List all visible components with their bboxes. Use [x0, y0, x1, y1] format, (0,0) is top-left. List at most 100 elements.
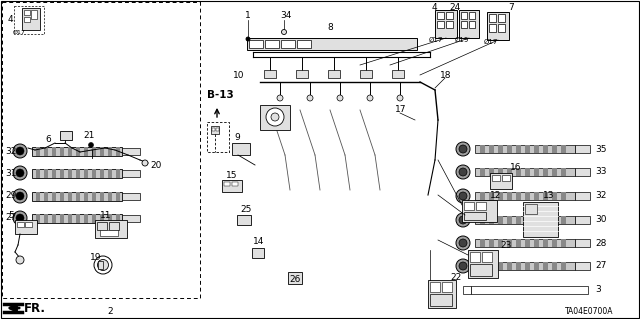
Bar: [480, 168, 485, 176]
Text: B-13: B-13: [207, 90, 234, 100]
Bar: [116, 147, 120, 156]
Bar: [498, 192, 503, 200]
Bar: [543, 216, 548, 224]
Text: 11: 11: [100, 211, 111, 219]
Text: 25: 25: [240, 205, 252, 214]
Text: 6: 6: [45, 135, 51, 144]
Circle shape: [13, 211, 27, 225]
Bar: [24, 10, 30, 15]
Text: 9: 9: [234, 133, 240, 143]
Bar: [116, 192, 120, 201]
Text: 30: 30: [595, 216, 607, 225]
Bar: [44, 169, 48, 178]
Bar: [60, 169, 64, 178]
Bar: [507, 216, 512, 224]
Bar: [92, 192, 96, 201]
Circle shape: [142, 160, 148, 166]
Text: 7: 7: [508, 3, 514, 11]
Bar: [60, 131, 72, 140]
Bar: [476, 202, 486, 210]
Bar: [475, 216, 575, 224]
Bar: [480, 145, 485, 153]
Bar: [561, 216, 566, 224]
Bar: [32, 192, 122, 201]
Bar: [68, 147, 72, 156]
Bar: [68, 192, 72, 201]
Bar: [464, 212, 486, 220]
Bar: [507, 192, 512, 200]
Circle shape: [459, 216, 467, 224]
Bar: [543, 192, 548, 200]
Bar: [575, 168, 590, 176]
Text: Ø17: Ø17: [484, 39, 498, 45]
Text: 16: 16: [510, 164, 522, 173]
Bar: [122, 215, 140, 222]
Text: TA04E0700A: TA04E0700A: [565, 308, 614, 316]
Bar: [525, 145, 530, 153]
Text: 31: 31: [5, 168, 17, 177]
Circle shape: [459, 168, 467, 176]
Bar: [14, 6, 44, 34]
Circle shape: [307, 95, 313, 101]
Bar: [489, 216, 494, 224]
Bar: [76, 169, 80, 178]
Bar: [237, 215, 251, 225]
Bar: [498, 145, 503, 153]
Bar: [480, 216, 485, 224]
Bar: [459, 10, 479, 38]
Bar: [480, 239, 485, 247]
Bar: [17, 222, 24, 227]
Bar: [480, 262, 485, 270]
Bar: [60, 147, 64, 156]
Bar: [461, 21, 467, 28]
Text: 28: 28: [595, 239, 606, 248]
Text: Ø19: Ø19: [455, 37, 469, 43]
Circle shape: [459, 192, 467, 200]
Bar: [534, 168, 539, 176]
Bar: [561, 145, 566, 153]
Circle shape: [337, 95, 343, 101]
Bar: [100, 230, 118, 236]
Circle shape: [16, 147, 24, 155]
Circle shape: [456, 213, 470, 227]
Bar: [490, 173, 512, 189]
Bar: [552, 192, 557, 200]
Bar: [469, 12, 475, 19]
Bar: [534, 145, 539, 153]
Text: 18: 18: [440, 70, 451, 79]
Bar: [534, 192, 539, 200]
Bar: [469, 21, 475, 28]
Bar: [24, 17, 30, 22]
Text: 4: 4: [432, 3, 438, 11]
Bar: [516, 216, 521, 224]
Bar: [446, 21, 453, 28]
Bar: [60, 214, 64, 223]
Bar: [489, 262, 494, 270]
Bar: [463, 286, 471, 294]
Bar: [297, 40, 311, 48]
Bar: [76, 214, 80, 223]
Bar: [525, 239, 530, 247]
Bar: [552, 262, 557, 270]
Bar: [552, 168, 557, 176]
Circle shape: [456, 189, 470, 203]
Bar: [76, 147, 80, 156]
Circle shape: [397, 95, 403, 101]
Bar: [430, 294, 452, 306]
Bar: [470, 264, 492, 276]
Text: 35: 35: [595, 145, 607, 153]
Text: 12: 12: [490, 190, 501, 199]
Bar: [430, 282, 440, 292]
Text: 26: 26: [289, 276, 301, 285]
Circle shape: [13, 189, 27, 203]
Bar: [265, 40, 279, 48]
Bar: [575, 145, 590, 153]
Bar: [31, 10, 37, 19]
Bar: [498, 216, 503, 224]
Circle shape: [16, 214, 24, 222]
Circle shape: [246, 37, 250, 41]
Bar: [516, 239, 521, 247]
Text: 29: 29: [5, 191, 17, 201]
Bar: [475, 239, 575, 247]
Text: FR.: FR.: [24, 301, 46, 315]
